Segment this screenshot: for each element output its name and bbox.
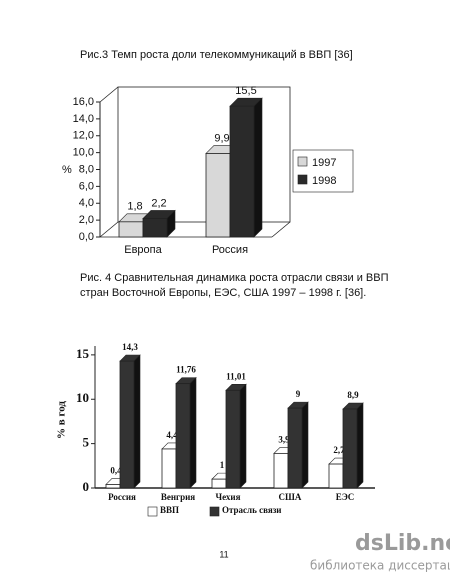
watermark-site: dsLib.net	[355, 531, 450, 556]
x-tick-label: ЕЭС	[336, 492, 355, 502]
value-label: 15,5	[235, 85, 256, 97]
bar	[142, 218, 168, 238]
y-tick-label: 10	[76, 390, 89, 405]
y-axis-label: %	[62, 164, 72, 176]
value-label: 9,9	[214, 132, 229, 144]
y-axis-label: % в год	[56, 401, 68, 439]
value-label: 3,9	[278, 434, 290, 444]
bar	[118, 221, 144, 238]
y-tick-label: 5	[83, 435, 90, 450]
x-tick-label: Россия	[108, 492, 136, 502]
y-tick-label: 0	[83, 479, 90, 494]
bar-side	[239, 383, 247, 489]
page-number: 11	[219, 549, 228, 559]
value-label: 11,01	[226, 371, 246, 381]
bar-side	[301, 401, 309, 489]
bar	[229, 105, 255, 238]
legend-label: 1997	[312, 157, 336, 169]
value-label: 1	[220, 460, 225, 470]
value-label: 0,4	[110, 466, 122, 476]
bar	[175, 383, 191, 489]
bar	[328, 463, 344, 489]
value-label: 2,2	[151, 197, 166, 209]
legend-label: Отрасль связи	[222, 505, 282, 515]
value-label: 9	[296, 389, 301, 399]
value-label: 11,76	[176, 365, 196, 375]
bar	[211, 478, 227, 489]
y-tick-label: 16,0	[73, 96, 94, 108]
value-label: 4,4	[166, 430, 178, 440]
bar-side	[253, 97, 263, 238]
y-tick-label: 14,0	[73, 113, 94, 125]
value-label: 8,9	[347, 390, 359, 400]
y-tick-label: 0,0	[79, 231, 94, 243]
x-tick-label: Европа	[124, 244, 162, 256]
chart-title: Рис. 4 Сравнительная динамика роста отра…	[80, 272, 389, 284]
legend-swatch	[147, 506, 158, 517]
bar	[287, 407, 303, 489]
watermark-caption: библиотека диссертаций	[310, 559, 450, 573]
legend-swatch	[297, 156, 308, 167]
x-tick-label: Чехия	[216, 492, 241, 502]
x-tick-label: США	[279, 492, 302, 502]
value-label: 1,8	[127, 201, 142, 213]
bar	[342, 408, 358, 489]
y-tick-label: 8,0	[79, 163, 94, 175]
y-tick-label: 4,0	[79, 197, 94, 209]
value-label: 14,3	[122, 342, 138, 352]
legend-label: 1998	[312, 175, 336, 187]
chart-title: Рис.3 Темп роста доли телекоммуникаций в…	[80, 49, 353, 61]
bar	[119, 360, 135, 489]
chart-title: стран Восточной Европы, ЕЭС, США 1997 – …	[80, 287, 366, 299]
x-tick-label: Россия	[212, 244, 248, 256]
legend-swatch	[209, 506, 220, 517]
bar-side	[356, 402, 364, 489]
bar	[273, 452, 289, 489]
bar	[205, 153, 231, 238]
y-tick-label: 10,0	[73, 147, 94, 159]
bar-side	[189, 376, 197, 489]
y-tick-label: 15	[76, 346, 90, 361]
legend-swatch	[297, 174, 308, 185]
bar	[225, 389, 241, 489]
y-tick-label: 6,0	[79, 180, 94, 192]
x-tick-label: Венгрия	[161, 492, 195, 502]
legend-box	[292, 149, 354, 193]
value-label: 2,7	[333, 445, 345, 455]
bar-side	[133, 354, 141, 489]
y-tick-label: 12,0	[73, 130, 94, 142]
legend-label: ВВП	[160, 505, 179, 515]
bar	[105, 484, 121, 489]
bar	[161, 448, 177, 489]
y-tick-label: 2,0	[79, 214, 94, 226]
